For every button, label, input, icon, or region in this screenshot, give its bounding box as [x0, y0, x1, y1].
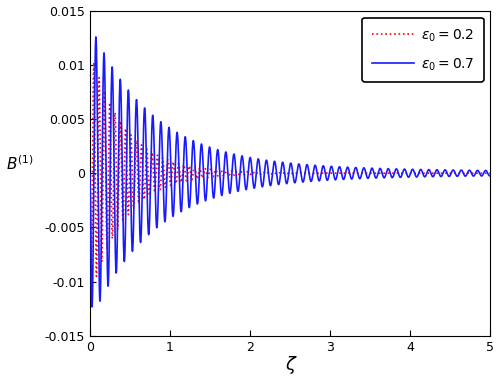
$\varepsilon_0 = 0.2$: [183, 178, 189, 183]
Legend: $\varepsilon_0 = 0.2$, $\varepsilon_0 = 0.7$: $\varepsilon_0 = 0.2$, $\varepsilon_0 = …: [362, 17, 484, 82]
$\varepsilon_0 = 0.2$: [240, 171, 246, 175]
$\varepsilon_0 = 0.2$: [87, 171, 93, 176]
Line: $\varepsilon_0 = 0.2$: $\varepsilon_0 = 0.2$: [90, 62, 490, 276]
$\varepsilon_0 = 0.2$: [114, 216, 120, 220]
$\varepsilon_0 = 0.7$: [89, 305, 95, 309]
$\varepsilon_0 = 0.2$: [328, 171, 334, 176]
$\varepsilon_0 = 0.7$: [183, 145, 189, 150]
$\varepsilon_0 = 0.2$: [91, 60, 97, 65]
$\varepsilon_0 = 0.2$: [304, 171, 310, 176]
$\varepsilon_0 = 0.7$: [93, 35, 99, 39]
$\varepsilon_0 = 0.2$: [384, 171, 390, 176]
X-axis label: ζ: ζ: [286, 356, 295, 374]
$\varepsilon_0 = 0.7$: [114, 248, 120, 253]
Y-axis label: $B^{(1)}$: $B^{(1)}$: [6, 155, 34, 173]
$\varepsilon_0 = 0.7$: [488, 173, 494, 178]
$\varepsilon_0 = 0.7$: [384, 168, 390, 173]
Line: $\varepsilon_0 = 0.7$: $\varepsilon_0 = 0.7$: [90, 37, 490, 307]
$\varepsilon_0 = 0.7$: [304, 162, 310, 167]
$\varepsilon_0 = 0.7$: [87, 171, 93, 176]
$\varepsilon_0 = 0.7$: [328, 164, 334, 169]
$\varepsilon_0 = 0.2$: [94, 274, 100, 279]
$\varepsilon_0 = 0.7$: [240, 161, 246, 165]
$\varepsilon_0 = 0.2$: [488, 171, 494, 176]
